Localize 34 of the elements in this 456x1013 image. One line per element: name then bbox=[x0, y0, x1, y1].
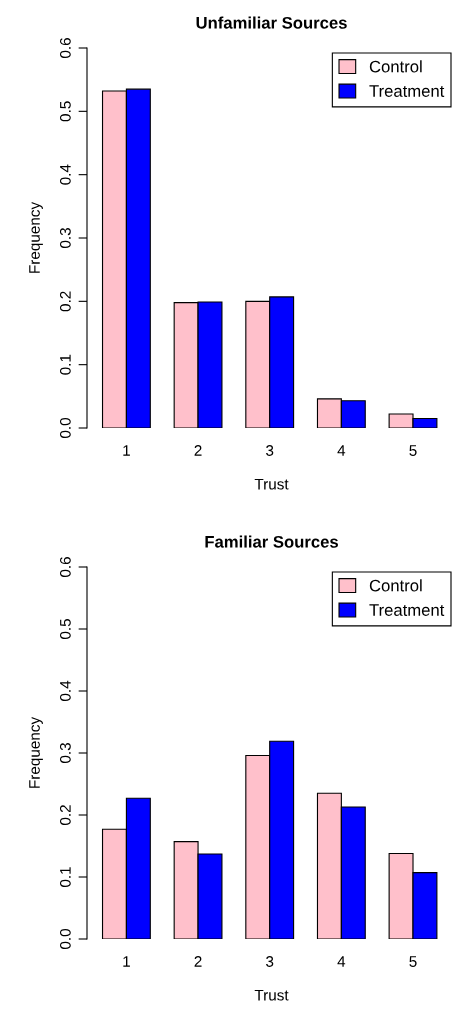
x-tick-label: 4 bbox=[337, 956, 346, 967]
y-tick-label: 0.2 bbox=[59, 805, 71, 826]
y-tick-label: 0.5 bbox=[59, 101, 71, 122]
y-tick-label: 0.1 bbox=[59, 867, 71, 888]
y-tick-label: 0.6 bbox=[59, 557, 71, 578]
x-tick-label: 3 bbox=[266, 445, 274, 456]
y-tick-label: 0.0 bbox=[59, 417, 71, 439]
x-tick-label: 1 bbox=[123, 956, 130, 967]
y-tick-label: 0.3 bbox=[59, 228, 71, 249]
y-axis-title: Frequency bbox=[29, 716, 43, 788]
x-tick-label: 4 bbox=[337, 445, 346, 456]
x-tick-label: 2 bbox=[194, 445, 202, 456]
x-tick-label: 2 bbox=[194, 956, 202, 967]
legend-label: Treatment bbox=[369, 604, 445, 616]
x-axis-title: Trust bbox=[254, 989, 289, 1001]
y-tick-label: 0.5 bbox=[59, 619, 71, 640]
x-axis-title: Trust bbox=[254, 478, 289, 490]
x-tick-label: 5 bbox=[409, 956, 417, 967]
chart-title: Familiar Sources bbox=[205, 535, 338, 548]
y-tick-label: 0.4 bbox=[59, 164, 71, 185]
legend-label: Control bbox=[369, 579, 422, 592]
y-tick-label: 0.0 bbox=[59, 928, 71, 950]
x-tick-label: 1 bbox=[123, 445, 130, 456]
legend-label: Control bbox=[369, 60, 422, 73]
y-tick-label: 0.4 bbox=[59, 680, 71, 702]
y-tick-label: 0.2 bbox=[59, 291, 71, 312]
legend-label: Treatment bbox=[369, 85, 445, 97]
chart-title: Unfamiliar Sources bbox=[196, 16, 347, 29]
x-tick-label: 3 bbox=[266, 956, 274, 967]
y-axis-title: Frequency bbox=[29, 201, 43, 273]
y-tick-label: 0.3 bbox=[59, 743, 71, 764]
x-tick-label: 5 bbox=[409, 445, 417, 456]
y-tick-label: 0.1 bbox=[59, 354, 71, 375]
y-tick-label: 0.6 bbox=[59, 38, 71, 59]
